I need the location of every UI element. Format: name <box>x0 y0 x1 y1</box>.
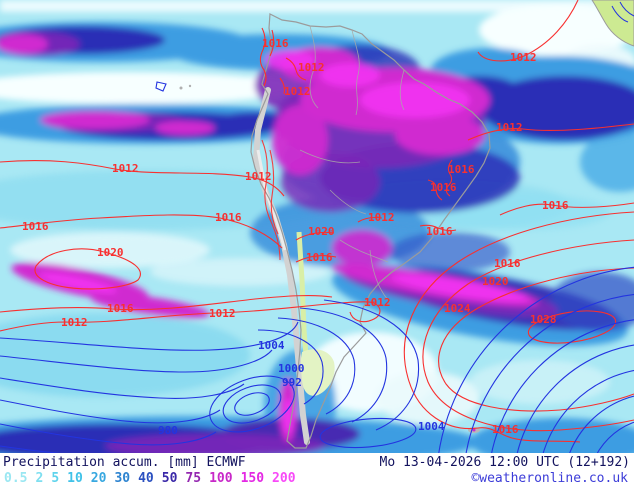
isobar-label-1020: 1020 <box>482 275 509 288</box>
isobar-label-1012: 1012 <box>245 170 272 183</box>
isobar-label-1012: 1012 <box>496 121 523 134</box>
legend-value-40: 40 <box>138 471 154 486</box>
isobar-label-1016: 1016 <box>448 163 475 176</box>
patagonia-land <box>300 349 335 396</box>
isobar-label-1016: 1016 <box>262 37 289 50</box>
isobar-labels: 1016 1012 1012 1012 1012 1012 1012 1016 1016 1016… <box>22 37 569 437</box>
isobar-label-1012: 1012 <box>61 316 88 329</box>
isobars-red <box>0 0 634 443</box>
isobar-label-1016: 1016 <box>306 251 333 264</box>
country-borders <box>299 25 405 301</box>
isobar-label-1016: 1016 <box>215 211 242 224</box>
chile-dry-strip <box>296 231 309 356</box>
isobar-label-1012: 1012 <box>284 85 311 98</box>
isobar-label-1016: 1016 <box>542 199 569 212</box>
legend-value-75: 75 <box>185 471 202 486</box>
africa-coast <box>591 0 634 47</box>
legend-value-100: 100 <box>209 471 233 486</box>
legend-value-0.5: 0.5 <box>4 471 28 486</box>
legend-value-150: 150 <box>240 471 265 486</box>
isobars-blue <box>0 81 634 453</box>
isobar-label-1016: 1016 <box>107 302 134 315</box>
isobar-label-1016: 1016 <box>22 220 49 233</box>
isobar-label-992: 992 <box>282 376 302 389</box>
isobar-label-1016: 1016 <box>426 225 453 238</box>
isobar-label-1004: 1004 <box>418 420 445 433</box>
isobar-label-1012: 1012 <box>209 307 236 320</box>
legend-value-2: 2 <box>35 471 44 486</box>
precip-field <box>0 0 634 453</box>
isobar-label-1028: 1028 <box>530 313 557 326</box>
precipitation-map-canvas: 1016 1012 1012 1012 1012 1012 1012 1016 1016 1016… <box>0 0 634 453</box>
isobar-label-1016: 1016 <box>494 257 521 270</box>
isobar-label-1020: 1020 <box>97 246 124 259</box>
isobar-label-1012: 1012 <box>364 296 391 309</box>
precip-scale-legend: 0.5 2 5 10 20 30 40 50 75 100 150 200 <box>0 469 304 485</box>
footer: Precipitation accum. [mm] ECMWF Mo 13-04… <box>0 453 634 490</box>
isobar-label-980: 980 <box>158 424 178 437</box>
legend-value-10: 10 <box>67 471 83 486</box>
isobar-label-1024: 1024 <box>444 302 471 315</box>
weather-map: 1016 1012 1012 1012 1012 1012 1012 1016 1016 1016… <box>0 0 634 453</box>
isobar-label-1004: 1004 <box>258 339 285 352</box>
isobar-label-1012: 1012 <box>510 51 537 64</box>
legend-value-20: 20 <box>90 471 107 486</box>
isobar-label-1012: 1012 <box>112 162 139 175</box>
galapagos-outline <box>155 81 167 92</box>
legend-value-200: 200 <box>272 471 296 486</box>
product-title: Precipitation accum. [mm] ECMWF <box>3 455 246 470</box>
andes-ridge <box>252 87 310 445</box>
copyright-link[interactable]: ©weatheronline.co.uk <box>471 471 628 486</box>
legend-value-5: 5 <box>51 471 60 486</box>
isobar-label-1000: 1000 <box>278 362 305 375</box>
isobar-label-1016: 1016 <box>492 423 519 436</box>
valid-datetime: Mo 13-04-2026 12:00 UTC (12+192) <box>379 455 630 470</box>
isobar-label-1020: 1020 <box>308 225 335 238</box>
legend-value-30: 30 <box>114 471 131 486</box>
isobar-label-1012: 1012 <box>298 61 325 74</box>
isobar-label-1012: 1012 <box>368 211 395 224</box>
legend-value-50: 50 <box>161 471 178 486</box>
isobar-label-1016: 1016 <box>430 181 457 194</box>
africa-rivers <box>611 1 634 23</box>
